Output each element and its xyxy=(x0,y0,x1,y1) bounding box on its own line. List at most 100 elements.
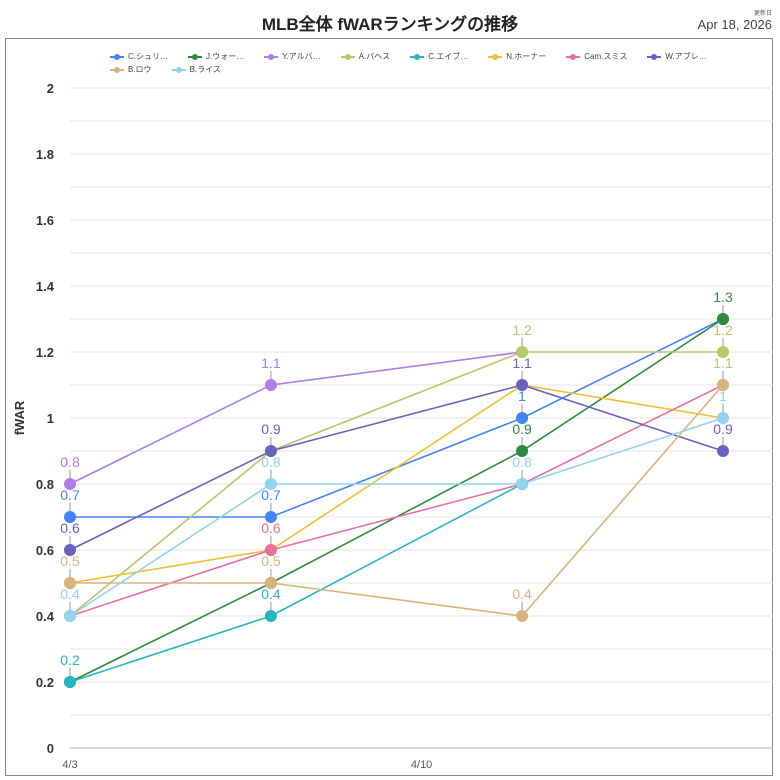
y-tick-label: 0.4 xyxy=(36,609,55,624)
legend-label: W.アブレ… xyxy=(665,52,707,61)
data-point[interactable] xyxy=(64,544,76,556)
y-tick-label: 0 xyxy=(47,741,54,756)
y-axis-label: fWAR xyxy=(12,400,27,435)
y-tick-label: 0.8 xyxy=(36,477,54,492)
data-point[interactable] xyxy=(717,313,729,325)
data-point[interactable] xyxy=(264,379,277,391)
legend-item[interactable]: B.ライス xyxy=(171,63,221,76)
x-tick-label: 4/3 xyxy=(62,759,77,771)
updated-date: Apr 18, 2026 xyxy=(697,17,772,32)
y-tick-label: 1 xyxy=(47,411,54,426)
data-point[interactable] xyxy=(516,478,529,490)
data-point[interactable] xyxy=(64,676,76,688)
legend-label: J.ウォー… xyxy=(206,52,245,61)
legend-label: C.エイブ… xyxy=(428,52,469,61)
y-tick-label: 1.6 xyxy=(36,213,54,228)
data-label: 1 xyxy=(719,388,727,404)
legend-label: Y.アルバ… xyxy=(282,52,321,61)
y-tick-label: 1.4 xyxy=(36,279,55,294)
data-label: 0.9 xyxy=(261,421,281,437)
data-label: 1.3 xyxy=(713,289,733,305)
legend-item[interactable]: B.ロウ xyxy=(110,63,152,76)
data-label: 0.8 xyxy=(60,454,80,470)
legend-swatch-icon xyxy=(647,53,662,60)
legend-swatch-icon xyxy=(110,53,124,60)
legend-swatch-icon xyxy=(264,53,279,60)
data-point[interactable] xyxy=(264,511,277,523)
x-tick-label: 4/10 xyxy=(411,759,432,771)
updated-label: 更新日 xyxy=(753,11,772,17)
data-point[interactable] xyxy=(64,511,76,523)
legend-label: Cam.スミス xyxy=(584,52,628,61)
legend-label: B.ライス xyxy=(189,65,221,74)
data-point[interactable] xyxy=(717,412,729,424)
y-tick-label: 1.2 xyxy=(36,345,54,360)
data-point[interactable] xyxy=(264,544,277,556)
legend-item[interactable]: C.シュリ… xyxy=(110,50,168,63)
series-line xyxy=(69,417,724,617)
legend-swatch-icon xyxy=(566,53,581,60)
data-point[interactable] xyxy=(264,478,277,490)
data-label: 0.8 xyxy=(261,454,281,470)
y-tick-label: 2 xyxy=(47,81,54,96)
data-label: 0.2 xyxy=(60,652,80,668)
data-label: 0.5 xyxy=(261,553,281,569)
data-label: 0.9 xyxy=(512,421,532,437)
series-line xyxy=(69,351,723,617)
legend-item[interactable]: Cam.スミス xyxy=(566,50,627,63)
legend-label: C.シュリ… xyxy=(128,52,168,61)
data-point[interactable] xyxy=(264,577,277,589)
series-line xyxy=(69,384,724,551)
data-point[interactable] xyxy=(516,379,529,391)
legend-swatch-icon xyxy=(171,66,186,73)
data-point[interactable] xyxy=(264,610,277,622)
data-label: 0.7 xyxy=(60,487,80,503)
legend: C.シュリ… J.ウォー… Y.アルバ… A.バヘス C.エイブ… N.ホーナー Cam.ス… xyxy=(110,50,730,76)
data-label: 0.4 xyxy=(512,586,532,602)
data-point[interactable] xyxy=(64,577,76,589)
y-tick-label: 1.8 xyxy=(36,147,54,162)
data-label: 1.2 xyxy=(512,322,532,338)
data-point[interactable] xyxy=(516,610,529,622)
data-label: 0.9 xyxy=(713,421,733,437)
series-line xyxy=(69,318,724,683)
legend-label: A.バヘス xyxy=(358,52,391,61)
data-label: 0.4 xyxy=(60,586,80,602)
data-label: 1.1 xyxy=(261,355,281,371)
data-point[interactable] xyxy=(64,610,76,622)
data-label: 0.4 xyxy=(261,586,281,602)
data-label: 1.1 xyxy=(713,355,733,371)
data-point[interactable] xyxy=(717,445,729,457)
legend-label: B.ロウ xyxy=(128,65,152,74)
data-point[interactable] xyxy=(516,346,529,358)
series-line xyxy=(70,384,724,617)
legend-item[interactable]: N.ホーナー xyxy=(488,50,546,63)
legend-item[interactable]: W.アブレ… xyxy=(647,50,707,63)
chart-title: MLB全体 fWARランキングの推移 xyxy=(261,15,519,34)
legend-swatch-icon xyxy=(110,66,124,73)
data-point[interactable] xyxy=(64,478,76,490)
legend-swatch-icon xyxy=(340,53,355,60)
data-point[interactable] xyxy=(717,379,729,391)
legend-swatch-icon xyxy=(410,53,425,60)
data-label: 1.2 xyxy=(713,322,733,338)
legend-swatch-icon xyxy=(488,53,503,60)
series-line xyxy=(69,384,724,584)
data-label: 1.1 xyxy=(512,355,532,371)
legend-item[interactable]: C.エイブ… xyxy=(410,50,468,63)
legend-swatch-icon xyxy=(188,53,202,60)
data-point[interactable] xyxy=(516,412,529,424)
data-label: 0.7 xyxy=(261,487,281,503)
y-tick-label: 0.6 xyxy=(36,543,54,558)
data-point[interactable] xyxy=(516,445,529,457)
legend-item[interactable]: Y.アルバ… xyxy=(264,50,321,63)
legend-item[interactable]: A.バヘス xyxy=(340,50,391,63)
legend-item[interactable]: J.ウォー… xyxy=(188,50,244,63)
data-point[interactable] xyxy=(264,445,277,457)
legend-label: N.ホーナー xyxy=(506,52,547,61)
data-point[interactable] xyxy=(717,346,729,358)
chart-frame xyxy=(5,38,773,776)
data-label: 0.6 xyxy=(261,520,281,536)
data-label: 0.5 xyxy=(60,553,80,569)
